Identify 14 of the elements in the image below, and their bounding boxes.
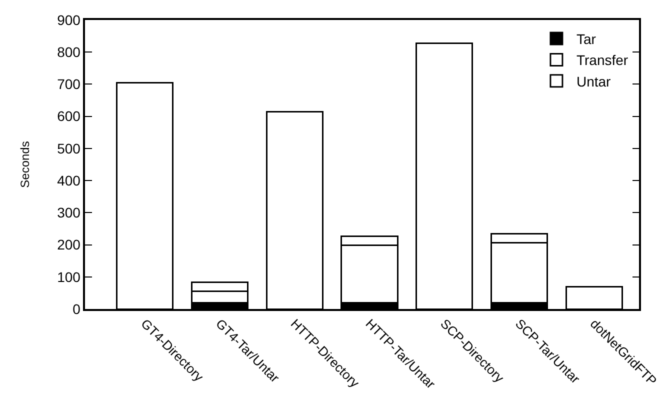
y-tick-label: 200 [57,236,81,253]
y-tick-label: 700 [57,76,81,92]
y-tick-label: 300 [57,204,81,221]
y-tick-label: 100 [57,268,81,285]
legend-label: Tar [576,30,596,47]
y-tick-label: 500 [57,140,81,156]
y-tick-label: 600 [57,108,81,124]
y-tick-label: 0 [72,300,81,317]
y-tick-label: 800 [57,44,81,60]
legend-label: Untar [576,73,612,90]
y-tick-label: 400 [57,172,81,188]
y-axis-title: Seconds [18,141,32,188]
legend-label: Transfer [576,52,628,68]
y-tick-label: 900 [57,12,81,28]
